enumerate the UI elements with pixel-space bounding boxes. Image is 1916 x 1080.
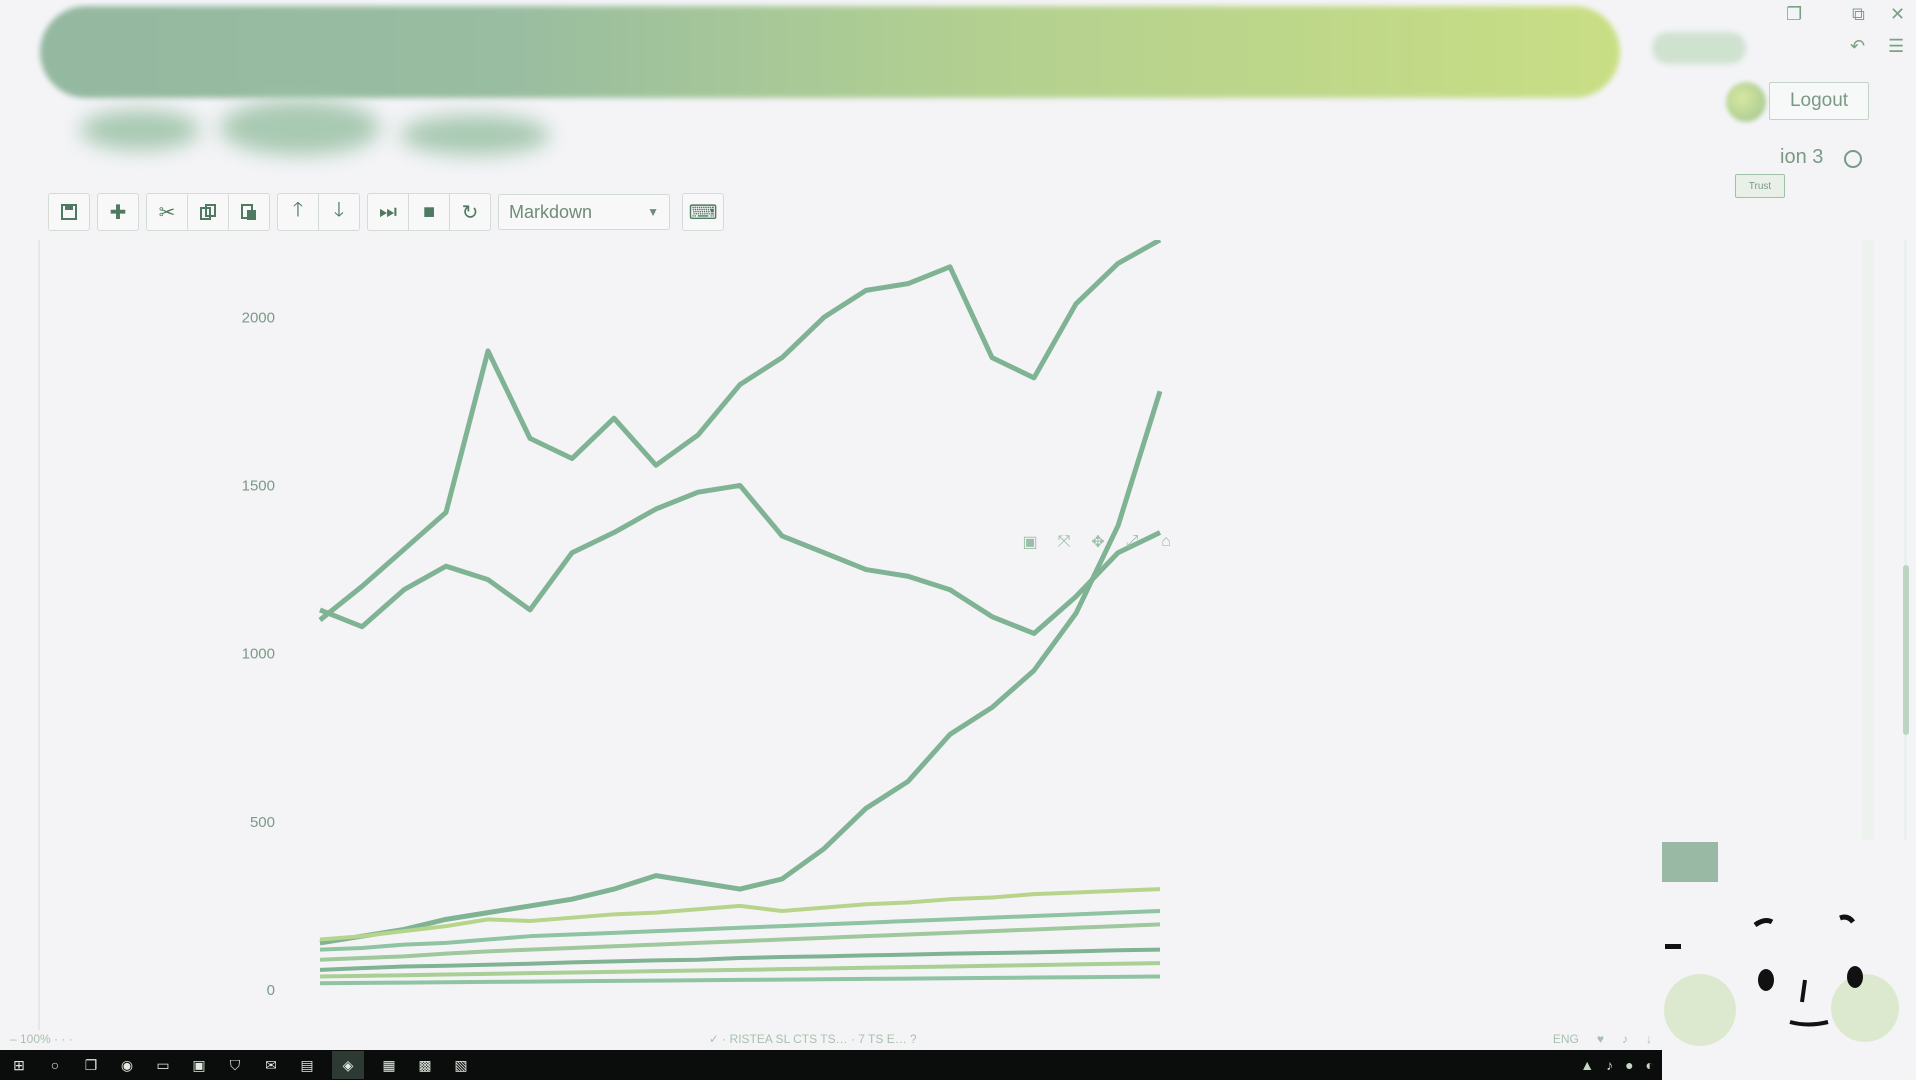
series-line-9	[319, 974, 1161, 986]
insert-cell-button[interactable]: ✚	[97, 193, 139, 231]
y-tick-label: 1000	[242, 646, 275, 663]
cut-button[interactable]: ✂	[146, 193, 188, 231]
search-icon[interactable]: ○	[50, 1057, 60, 1073]
camera-icon[interactable]: ▣	[1022, 534, 1038, 551]
mail-icon[interactable]: ✉	[265, 1056, 277, 1073]
series-line-6	[319, 922, 1161, 962]
language-indicator[interactable]: ENG	[1552, 1032, 1579, 1046]
plus-icon: ✚	[109, 201, 127, 224]
media-icon[interactable]: ▧	[454, 1056, 468, 1073]
notification-icon[interactable]: ◐	[1645, 1057, 1654, 1073]
undo-icon[interactable]: ↶	[1850, 36, 1866, 56]
window-restore-icon[interactable]: ❐	[1786, 4, 1803, 24]
restart-button[interactable]: ↻	[449, 193, 491, 231]
y-tick-label: 2000	[242, 309, 275, 326]
move-down-button[interactable]: 🡓	[318, 193, 360, 231]
window-maximize-icon[interactable]: ⧉	[1852, 4, 1865, 24]
kernel-status-badge[interactable]: Trust	[1735, 174, 1785, 198]
series-line-2	[319, 482, 1162, 636]
autoscale-icon[interactable]: ⤢	[1125, 533, 1139, 550]
browser-profile-chip	[1652, 32, 1746, 64]
refresh-icon: ↻	[461, 201, 479, 224]
heart-icon[interactable]: ♥	[1596, 1032, 1604, 1046]
status-message: ✓ · RISTEA SL CTS TS… · 7 TS E… ?	[708, 1032, 917, 1046]
task-view-icon[interactable]: ❐	[84, 1056, 98, 1073]
save-button[interactable]	[48, 193, 90, 231]
status-right: ENG ♥ ♪ ↓	[1553, 1032, 1652, 1046]
arrow-down-icon: 🡓	[333, 199, 345, 221]
copy-button[interactable]	[187, 193, 229, 231]
keyboard-icon: ⌨	[688, 201, 718, 224]
paste-icon	[241, 204, 256, 220]
network-icon[interactable]: ●	[1625, 1057, 1634, 1073]
command-palette-button[interactable]: ⌨	[682, 193, 724, 231]
stop-icon: ■	[422, 200, 436, 223]
cartoon-face-overlay	[1664, 914, 1899, 1046]
chrome-icon[interactable]: ◉	[120, 1056, 134, 1073]
music-icon[interactable]: ♪	[1621, 1032, 1628, 1046]
scrollbar-track[interactable]	[1904, 240, 1907, 840]
kernel-name: ion 3	[1780, 146, 1824, 168]
menu-icon[interactable]: ☰	[1888, 36, 1905, 56]
taskbar: ⊞ ○ ❐ ◉ ▭ ▣ ⛉ ✉ ▤ ◈ ▦ ▩ ▧ ▲ ♪ ● ◐	[0, 1050, 1662, 1080]
browser-tab-strip	[80, 100, 600, 170]
save-icon	[61, 204, 77, 220]
terminal-icon[interactable]: ▤	[300, 1056, 314, 1073]
store-icon[interactable]: ▣	[192, 1056, 206, 1073]
browser-address-bar	[40, 6, 1620, 98]
reset-icon[interactable]: ⌂	[1161, 533, 1171, 550]
plot-modebar: ▣ ⤧ ✥ ⤢ ⌂	[1020, 532, 1176, 552]
interrupt-button[interactable]: ■	[408, 193, 450, 231]
series-line-7	[319, 947, 1161, 972]
chevron-down-icon: ▼	[647, 205, 659, 219]
window-close-icon[interactable]: ✕	[1890, 4, 1906, 24]
move-up-button[interactable]: 🡑	[277, 193, 319, 231]
editor-icon[interactable]: ▦	[382, 1056, 396, 1073]
shield-icon[interactable]: ⛉	[229, 1056, 241, 1073]
status-bar: – 100% · · · ✓ · RISTEA SL CTS TS… · 7 T…	[0, 1028, 1662, 1050]
download-icon[interactable]: ↓	[1645, 1032, 1652, 1046]
volume-icon[interactable]: ♪	[1606, 1057, 1614, 1073]
folder-icon[interactable]: ▭	[156, 1056, 170, 1073]
series-line-4	[319, 887, 1161, 942]
line-chart: 2000 1500 1000 500 0	[242, 240, 1163, 999]
arrow-up-icon: 🡑	[292, 199, 304, 221]
step-forward-icon: ⏭	[379, 200, 397, 223]
series-line-1	[318, 240, 1162, 622]
notebook-right-rail	[1862, 240, 1874, 840]
paste-button[interactable]	[228, 193, 270, 231]
system-tray: ▲ ♪ ● ◐	[1580, 1057, 1654, 1073]
settings-icon[interactable]: ▩	[418, 1056, 432, 1073]
notebook-toolbar: ✚ ✂ 🡑 🡓 ⏭ ■ ↻ Markdown ▼ ⌨	[48, 193, 731, 231]
scrollbar-thumb[interactable]	[1903, 565, 1909, 735]
series-line-5	[319, 908, 1161, 952]
run-button[interactable]: ⏭	[367, 193, 409, 231]
cell-type-value: Markdown	[509, 201, 593, 222]
copy-icon	[200, 204, 216, 220]
avatar[interactable]	[1726, 82, 1766, 122]
y-tick-label: 1500	[242, 477, 275, 494]
logout-button[interactable]: Logout	[1769, 82, 1869, 120]
cell-type-select[interactable]: Markdown ▼	[498, 194, 670, 230]
windows-icon[interactable]: ⊞	[13, 1056, 25, 1073]
status-zoom: – 100% · · ·	[10, 1032, 73, 1046]
series-line-3	[319, 390, 1163, 946]
tray-chevron-icon[interactable]: ▲	[1580, 1057, 1595, 1073]
scissors-icon: ✂	[158, 201, 176, 224]
y-tick-label: 500	[250, 814, 275, 831]
flag-icon	[1662, 842, 1718, 882]
series-line-8	[319, 961, 1161, 979]
y-tick-label: 0	[267, 982, 275, 999]
pan-icon[interactable]: ✥	[1091, 534, 1105, 551]
notebook-icon[interactable]: ◈	[332, 1051, 364, 1079]
kernel-idle-icon	[1844, 150, 1862, 168]
zoom-icon[interactable]: ⤧	[1057, 533, 1071, 550]
notebook-container-edge	[38, 240, 40, 1030]
